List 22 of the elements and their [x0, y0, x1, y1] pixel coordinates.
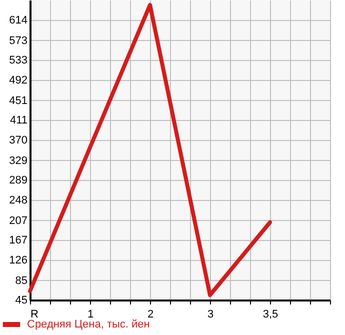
x-tick-label: 3,5	[262, 308, 278, 320]
y-tick-label: 614	[9, 14, 28, 27]
y-tick-label: 370	[9, 134, 28, 147]
y-tick-label: 248	[9, 194, 28, 207]
y-tick-label: 411	[10, 114, 28, 126]
x-tick-label: 2	[147, 308, 154, 320]
y-tick-label: 85	[15, 274, 28, 287]
x-tick-label: R	[30, 308, 38, 320]
y-tick-label: 289	[9, 174, 28, 186]
y-tick-label: 207	[9, 214, 28, 227]
y-tick-label: 167	[9, 234, 28, 246]
legend-label: Средняя Цена, тыс. йен	[27, 318, 150, 330]
x-tick-label: 1	[87, 308, 94, 320]
y-tick-label: 533	[9, 54, 28, 66]
y-tick-label: 329	[9, 154, 28, 167]
y-tick-label: 45	[15, 294, 28, 306]
y-tick-label: 492	[9, 74, 28, 87]
line-series	[28, 2, 272, 298]
y-tick-label: 451	[9, 94, 28, 107]
y-tick-label: 573	[9, 34, 28, 47]
y-tick-label: 126	[9, 254, 28, 267]
x-tick-label: 3	[207, 308, 214, 320]
